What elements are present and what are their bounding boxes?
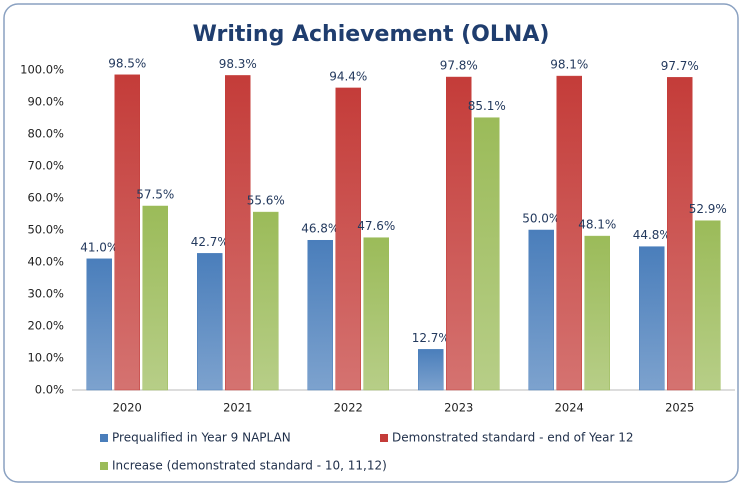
bar bbox=[474, 117, 500, 391]
legend-swatch bbox=[100, 462, 108, 470]
x-tick-label: 2024 bbox=[555, 401, 584, 415]
y-tick-label: 0.0% bbox=[35, 383, 64, 397]
legend-label: Demonstrated standard - end of Year 12 bbox=[392, 431, 634, 445]
data-label: 98.1% bbox=[550, 58, 588, 72]
bar bbox=[86, 258, 112, 391]
bar bbox=[114, 74, 140, 391]
y-tick-label: 90.0% bbox=[27, 95, 64, 109]
data-label: 48.1% bbox=[578, 218, 616, 232]
bar bbox=[197, 253, 223, 391]
data-label: 42.7% bbox=[191, 235, 229, 249]
data-label: 52.9% bbox=[689, 202, 727, 216]
y-tick-label: 20.0% bbox=[27, 319, 64, 333]
bar bbox=[335, 87, 361, 391]
x-tick-label: 2020 bbox=[113, 401, 142, 415]
data-label: 44.8% bbox=[633, 228, 671, 242]
y-tick-label: 40.0% bbox=[27, 255, 64, 269]
bar bbox=[307, 239, 333, 391]
legend-swatch bbox=[100, 434, 108, 442]
x-tick-label: 2022 bbox=[334, 401, 363, 415]
data-label: 46.8% bbox=[301, 222, 339, 236]
y-tick-label: 60.0% bbox=[27, 191, 64, 205]
data-label: 50.0% bbox=[522, 212, 560, 226]
data-label: 12.7% bbox=[412, 331, 450, 345]
data-label: 57.5% bbox=[136, 188, 174, 202]
bar bbox=[446, 76, 472, 391]
data-label: 97.7% bbox=[661, 59, 699, 73]
data-label: 98.3% bbox=[219, 57, 257, 71]
bar bbox=[225, 75, 251, 391]
legend-label: Increase (demonstrated standard - 10, 11… bbox=[112, 459, 387, 473]
y-tick-label: 10.0% bbox=[27, 351, 64, 365]
data-label: 55.6% bbox=[247, 194, 285, 208]
bar bbox=[556, 75, 582, 391]
bar bbox=[418, 349, 444, 391]
data-label: 94.4% bbox=[329, 69, 367, 83]
data-label: 97.8% bbox=[440, 59, 478, 73]
data-label: 47.6% bbox=[357, 219, 395, 233]
bar bbox=[584, 235, 610, 391]
bar bbox=[639, 246, 665, 391]
y-tick-label: 70.0% bbox=[27, 159, 64, 173]
bar bbox=[695, 220, 721, 391]
data-label: 41.0% bbox=[80, 240, 118, 254]
bar bbox=[253, 211, 279, 391]
bar bbox=[528, 229, 554, 391]
x-tick-label: 2025 bbox=[665, 401, 694, 415]
legend-label: Prequalified in Year 9 NAPLAN bbox=[112, 431, 291, 445]
x-tick-label: 2023 bbox=[444, 401, 473, 415]
x-tick-label: 2021 bbox=[223, 401, 252, 415]
y-tick-label: 80.0% bbox=[27, 127, 64, 141]
legend-swatch bbox=[380, 434, 388, 442]
y-tick-label: 30.0% bbox=[27, 287, 64, 301]
y-tick-label: 50.0% bbox=[27, 223, 64, 237]
data-label: 98.5% bbox=[108, 56, 146, 70]
bar bbox=[363, 237, 389, 391]
chart-title: Writing Achievement (OLNA) bbox=[193, 22, 550, 47]
bar bbox=[667, 77, 693, 391]
data-label: 85.1% bbox=[468, 99, 506, 113]
y-tick-label: 100.0% bbox=[20, 63, 64, 77]
bar bbox=[142, 205, 168, 391]
